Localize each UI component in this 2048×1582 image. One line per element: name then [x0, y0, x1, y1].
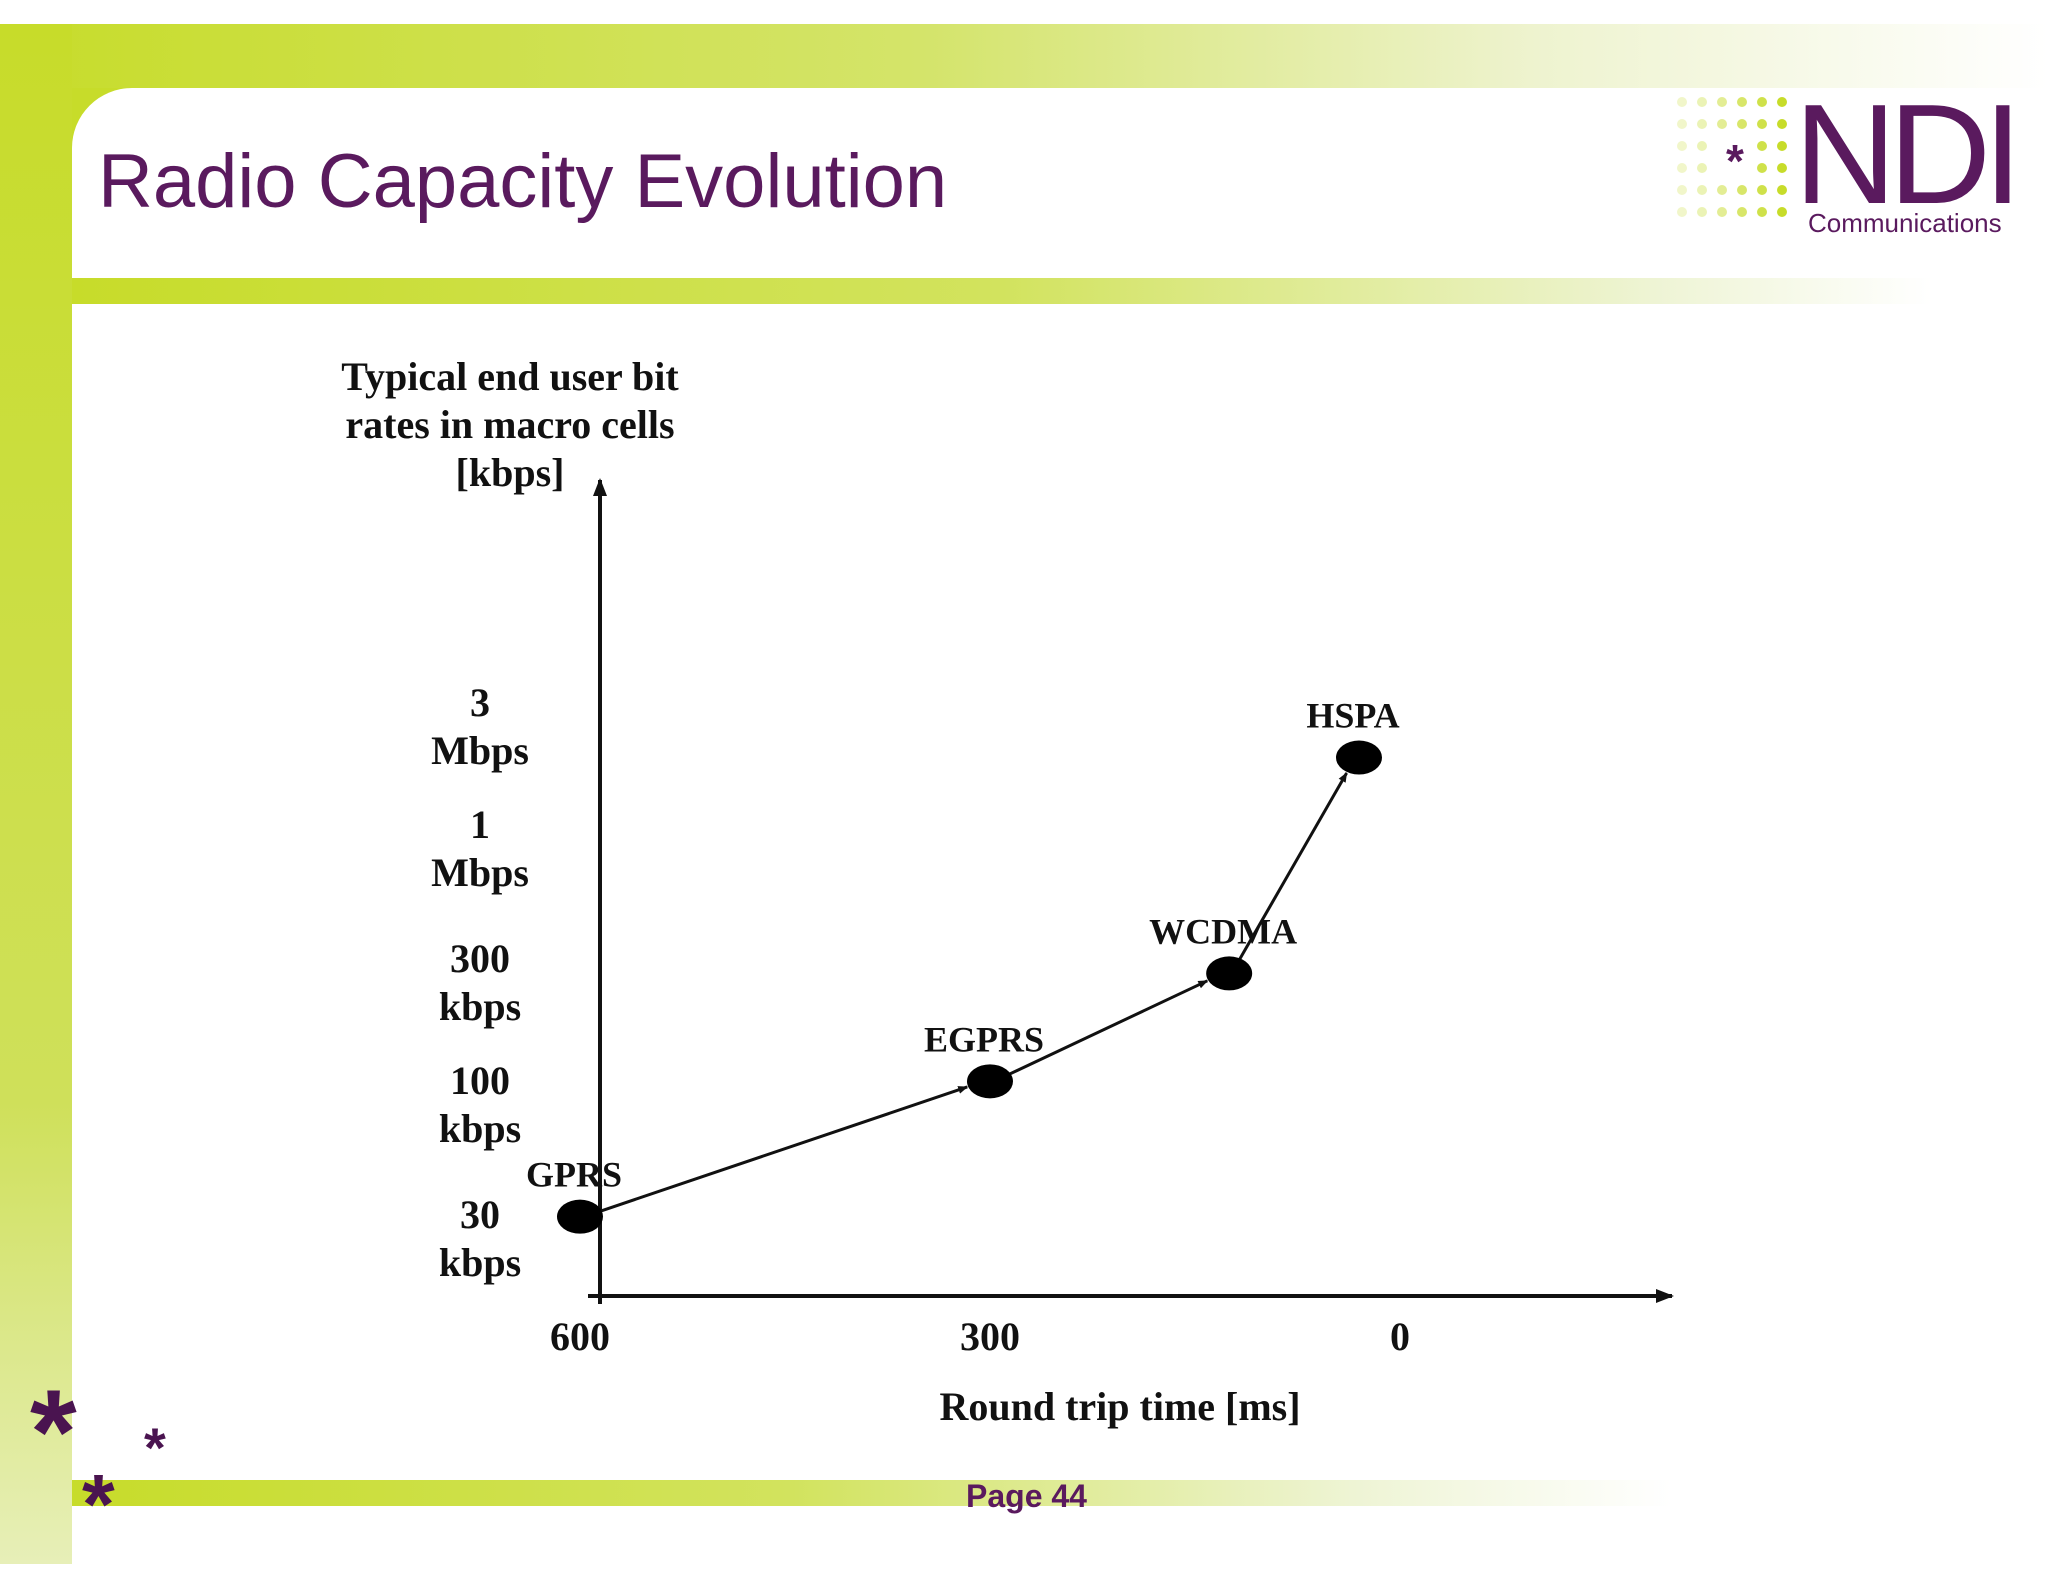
data-point-wcdma	[1206, 956, 1253, 991]
y-tick-label: kbps	[439, 984, 521, 1029]
logo-wordmark: NDI	[1794, 75, 2023, 234]
series-segment	[596, 1085, 969, 1214]
x-tick-label: 300	[960, 1314, 1020, 1359]
decorative-asterisk-small-icon: *	[144, 1416, 166, 1479]
y-tick-label: kbps	[439, 1240, 521, 1285]
bottom-accent-bar	[72, 1480, 1672, 1506]
x-tick-label: 0	[1390, 1314, 1410, 1359]
data-point-egprs	[967, 1064, 1013, 1099]
top-accent-bar	[0, 24, 2048, 88]
data-label-hspa: HSPA	[1306, 696, 1399, 736]
y-tick-label: 300	[450, 936, 510, 981]
series-segments	[596, 772, 1348, 1214]
y-axis-label-line: [kbps]	[456, 450, 565, 495]
point-labels: GPRS EGPRS WCDMA HSPA	[526, 696, 1400, 1195]
slide-title: Radio Capacity Evolution	[98, 139, 948, 224]
logo-subtitle: Communications	[1808, 208, 2002, 238]
slide-panel	[72, 88, 2048, 1508]
ndi-logo: * NDI Communications	[1672, 84, 2034, 242]
data-point-gprs	[557, 1199, 603, 1234]
data-label-egprs: EGPRS	[924, 1019, 1044, 1059]
y-tick-label: 30	[460, 1192, 500, 1237]
data-label-wcdma: WCDMA	[1149, 911, 1297, 951]
y-tick-label: 1	[470, 802, 490, 847]
y-axis-label-line: Typical end user bit	[341, 360, 679, 399]
y-tick-label: kbps	[439, 1106, 521, 1151]
y-tick-label: 3	[470, 680, 490, 725]
decorative-asterisk-large-icon: *	[30, 1365, 77, 1499]
series-points	[557, 740, 1382, 1234]
title-divider	[72, 278, 1932, 304]
page-number: Page 44	[966, 1478, 1087, 1514]
y-tick-label: 100	[450, 1058, 510, 1103]
y-tick-label: Mbps	[431, 850, 529, 895]
logo-dot-grid	[1677, 97, 1787, 217]
x-axis-label: Round trip time [ms]	[939, 1384, 1300, 1429]
x-tick-label: 600	[550, 1314, 610, 1359]
data-point-hspa	[1336, 740, 1382, 775]
x-tick-labels: 600 300 0	[550, 1314, 1410, 1359]
logo-star-icon: *	[1726, 135, 1744, 187]
y-axis-label-line: rates in macro cells	[345, 402, 674, 447]
chart-axes	[588, 478, 1674, 1304]
left-accent-bar	[0, 24, 72, 1564]
series-segment	[1237, 772, 1348, 963]
series-segment	[1005, 979, 1209, 1077]
y-tick-label: Mbps	[431, 728, 529, 773]
decorative-asterisk-medium-icon: *	[82, 1457, 115, 1551]
data-label-gprs: GPRS	[526, 1155, 622, 1195]
